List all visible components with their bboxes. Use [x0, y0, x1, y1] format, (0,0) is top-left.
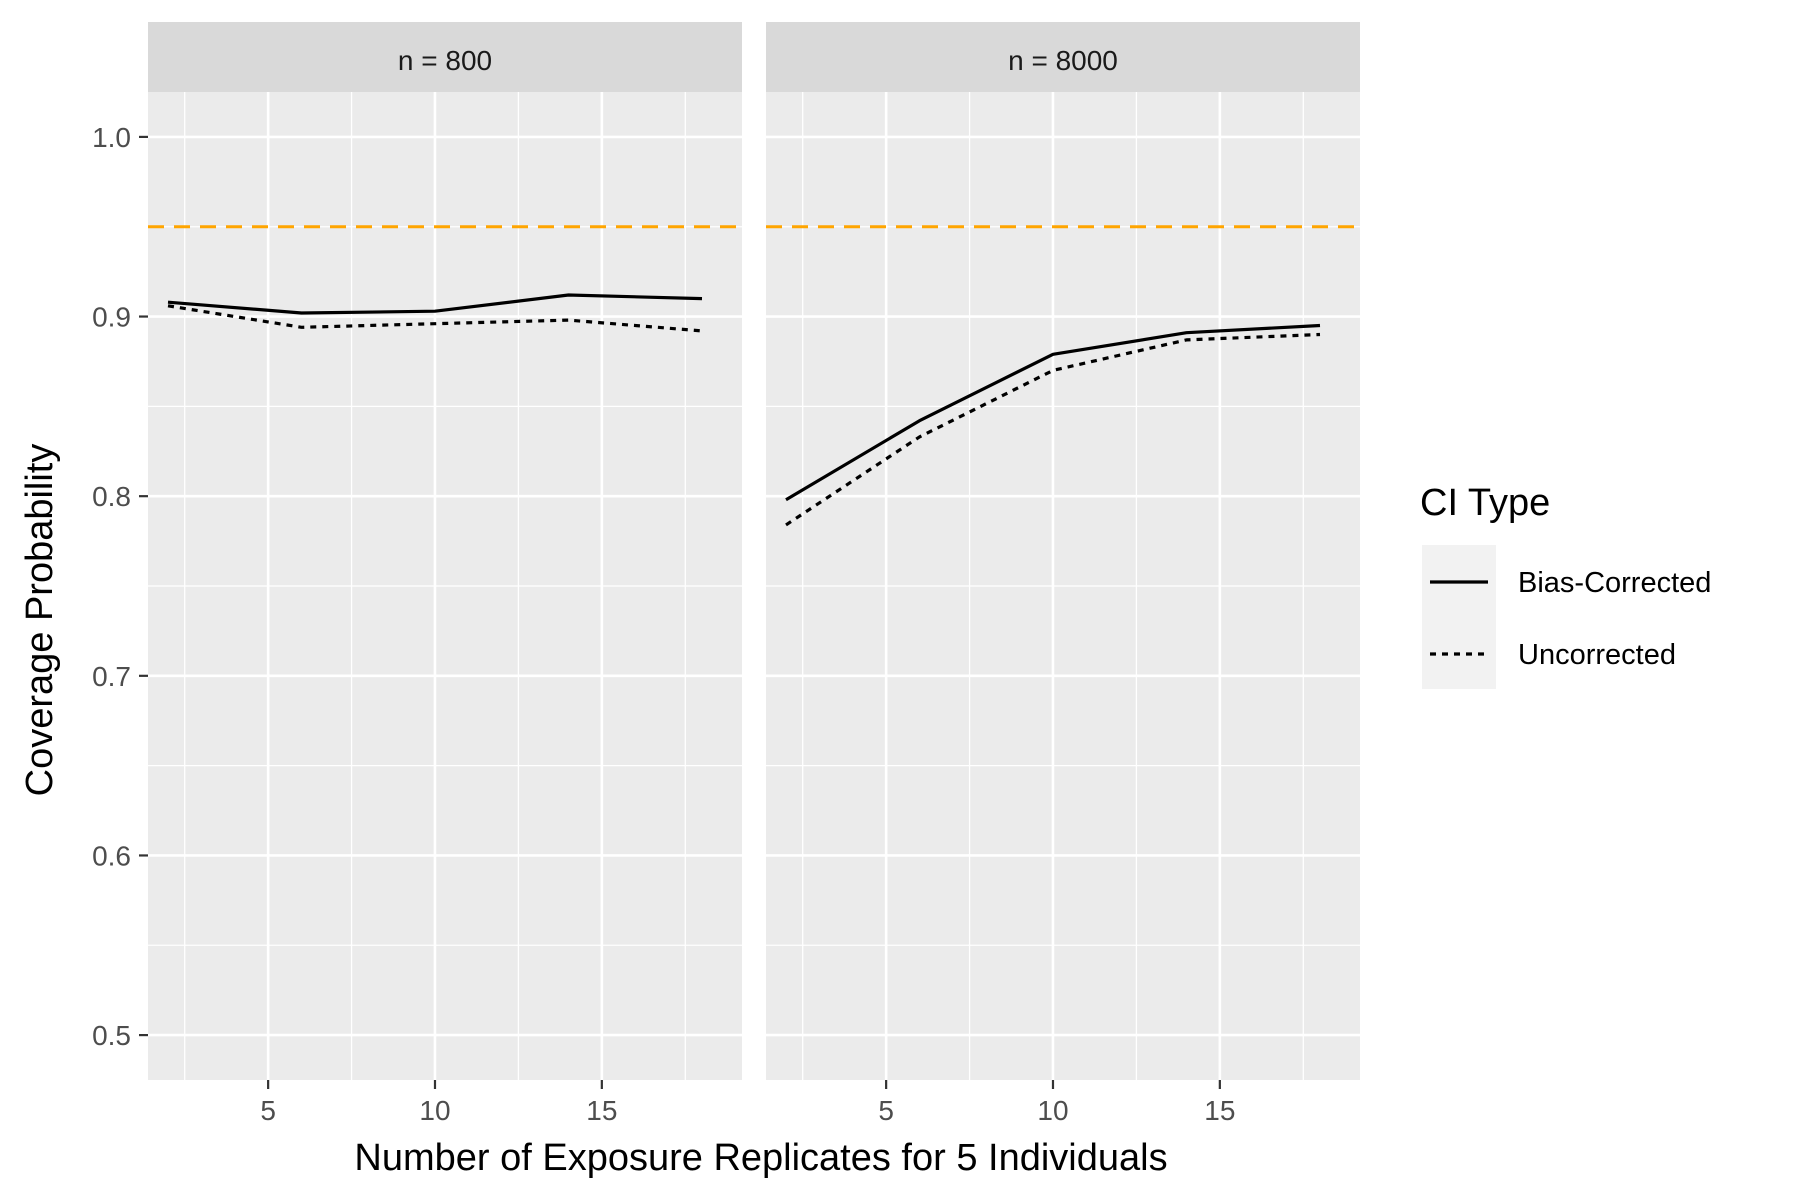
y-axis: 0.5 0.6 0.7 0.8 0.9 1.0: [92, 122, 148, 1051]
legend: CI Type Bias-Corrected Uncorrected: [1420, 482, 1711, 689]
x-tick-label: 5: [878, 1095, 894, 1126]
y-tick-label: 0.8: [92, 481, 131, 512]
panel-2: n = 8000 5 10 15: [766, 22, 1360, 1126]
x-tick-label: 15: [1204, 1095, 1235, 1126]
y-tick-label: 0.6: [92, 840, 131, 871]
series-line-bias-corrected: [167, 293, 703, 315]
legend-label: Uncorrected: [1518, 639, 1676, 671]
legend-label: Bias-Corrected: [1518, 567, 1711, 599]
facet-strip: [148, 22, 742, 92]
facet-strip-label: n = 800: [398, 45, 492, 76]
y-axis-title: Coverage Probability: [19, 444, 61, 797]
legend-key-background: [1422, 545, 1496, 689]
x-axis-title: Number of Exposure Replicates for 5 Indi…: [354, 1137, 1167, 1179]
x-tick-label: 5: [260, 1095, 276, 1126]
facet-strip-label: n = 8000: [1008, 45, 1118, 76]
panels-layer: n = 800 5 10 15 n = 8000 5 10 15: [148, 22, 1360, 1126]
x-tick-label: 15: [586, 1095, 617, 1126]
x-tick-label: 10: [1037, 1095, 1068, 1126]
series-line-bias-corrected: [785, 323, 1321, 502]
legend-title: CI Type: [1420, 482, 1550, 524]
y-tick-label: 0.5: [92, 1020, 131, 1051]
y-tick-label: 0.7: [92, 661, 131, 692]
facet-strip: [766, 22, 1360, 92]
y-tick-label: 1.0: [92, 122, 131, 153]
series-line-uncorrected: [167, 304, 703, 333]
legend-entries: Bias-Corrected Uncorrected: [1422, 545, 1711, 689]
panel-1: n = 800 5 10 15: [148, 22, 742, 1126]
x-tick-label: 10: [419, 1095, 450, 1126]
y-tick-label: 0.9: [92, 302, 131, 333]
